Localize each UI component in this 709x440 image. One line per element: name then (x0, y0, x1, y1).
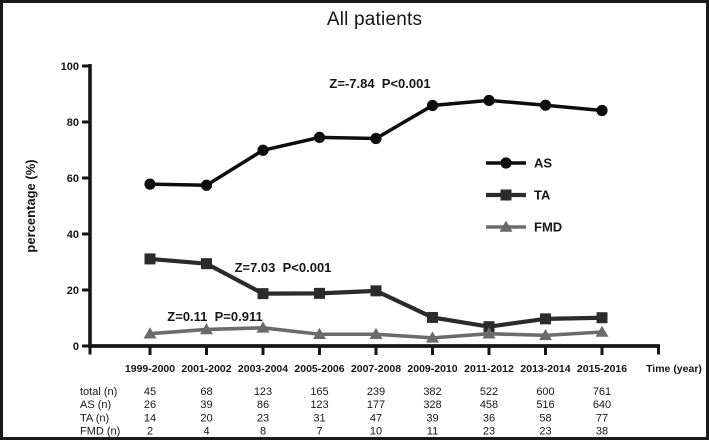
table-cell-0-4: 239 (367, 386, 385, 398)
table-row-label-1: AS (n) (80, 399, 111, 411)
legend-label-as: AS (534, 156, 552, 171)
legend-marker-fmd (499, 220, 513, 232)
table-cell-3-2: 8 (260, 426, 266, 438)
table-cell-2-6: 36 (483, 412, 495, 424)
table-cell-1-4: 177 (367, 399, 385, 411)
table-cell-1-6: 458 (480, 399, 498, 411)
data-point-as-2 (257, 144, 269, 156)
table-cell-3-5: 11 (427, 426, 438, 438)
data-point-as-7 (539, 99, 552, 111)
x-tick-label: 2013-2014 (520, 363, 570, 375)
annotation-1: Z=7.03 P<0.001 (235, 260, 332, 275)
table-cell-0-0: 45 (144, 386, 156, 398)
data-point-fmd-0 (143, 327, 157, 339)
annotation-2: Z=0.11 P=0.911 (167, 309, 262, 324)
chart-title: All patients (326, 9, 423, 30)
table-cell-3-7: 23 (539, 426, 551, 438)
table-cell-2-2: 23 (257, 412, 269, 424)
data-point-ta-5 (427, 311, 438, 323)
data-point-fmd-2 (256, 321, 270, 333)
x-tick-label: 2003-2004 (238, 363, 288, 375)
table-row-label-3: FMD (n) (80, 426, 120, 438)
table-cell-3-0: 2 (147, 426, 153, 438)
x-tick-label: 2011-2012 (464, 363, 514, 375)
legend-marker-ta (500, 189, 512, 201)
table-cell-3-6: 23 (483, 426, 495, 438)
data-point-as-1 (200, 179, 213, 191)
x-tick-label: 2009-2010 (407, 363, 457, 375)
x-tick-label: 2015-2016 (577, 363, 627, 375)
data-point-ta-8 (596, 312, 608, 324)
table-cell-1-7: 516 (536, 399, 554, 411)
table-cell-1-2: 86 (257, 399, 269, 411)
data-point-as-3 (313, 131, 326, 143)
table-cell-1-1: 39 (200, 399, 212, 411)
y-tick-label: 20 (67, 285, 79, 297)
y-tick-label: 60 (67, 173, 79, 185)
data-point-ta-4 (370, 285, 382, 297)
y-tick-label: 80 (67, 117, 79, 129)
x-tick-label: 2007-2008 (351, 363, 401, 375)
table-cell-2-7: 58 (539, 412, 551, 424)
x-tick-label: 1999-2000 (125, 363, 175, 375)
table-cell-0-2: 123 (254, 386, 272, 398)
legend-label-fmd: FMD (534, 220, 562, 235)
data-point-ta-7 (540, 313, 551, 325)
data-point-fmd-4 (369, 327, 383, 340)
table-cell-3-8: 38 (596, 426, 608, 438)
table-cell-0-5: 382 (423, 386, 441, 398)
data-point-ta-2 (257, 288, 269, 300)
data-point-fmd-8 (595, 325, 609, 337)
table-cell-2-0: 14 (144, 412, 156, 424)
y-tick-label: 40 (67, 229, 79, 241)
table-cell-2-5: 39 (426, 412, 438, 424)
table-cell-0-7: 600 (536, 386, 554, 398)
data-point-ta-6 (483, 321, 495, 333)
table-cell-1-0: 26 (144, 399, 156, 411)
table-row-label-2: TA (n) (80, 412, 109, 424)
table-cell-1-3: 123 (310, 399, 328, 411)
table-cell-2-3: 31 (313, 412, 325, 424)
legend-marker-as (500, 157, 512, 169)
table-cell-1-5: 328 (423, 399, 441, 411)
table-cell-2-1: 20 (200, 412, 212, 424)
table-cell-3-4: 10 (370, 426, 382, 438)
data-point-fmd-3 (313, 327, 326, 340)
table-cell-3-1: 4 (203, 426, 209, 438)
data-point-as-8 (596, 104, 608, 117)
data-point-fmd-7 (539, 328, 552, 341)
data-point-ta-1 (201, 258, 212, 270)
data-point-ta-0 (144, 253, 156, 265)
legend-label-ta: TA (534, 188, 551, 203)
table-cell-0-3: 165 (310, 386, 328, 398)
line-chart: 0 20 40 60 80 100 1999-2000 2001-2002 2003-2004 2… (23, 61, 702, 438)
table-cell-3-3: 7 (316, 426, 322, 438)
data-point-as-4 (370, 132, 382, 145)
table-cell-2-8: 77 (596, 412, 608, 424)
data-point-fmd-5 (426, 331, 439, 343)
annotation-0: Z=-7.84 P<0.001 (329, 76, 430, 91)
table-cell-1-8: 640 (593, 399, 611, 411)
table-row-label-0: total (n) (80, 386, 117, 398)
y-tick-label: 100 (61, 61, 79, 73)
x-tick-label: 2001-2002 (181, 363, 231, 375)
x-axis-title: Time (year) (646, 363, 702, 375)
data-point-as-6 (483, 94, 495, 107)
table-cell-2-4: 47 (370, 412, 382, 424)
data-point-as-0 (144, 178, 156, 190)
y-axis-title: percentage (%) (23, 159, 38, 252)
table-cell-0-8: 761 (593, 386, 611, 398)
data-point-as-5 (426, 99, 439, 112)
y-tick-label: 0 (73, 341, 79, 353)
x-tick-label: 2005-2006 (294, 363, 344, 375)
table-cell-0-6: 522 (480, 386, 498, 398)
data-point-ta-3 (314, 287, 325, 299)
table-cell-0-1: 68 (200, 386, 212, 398)
data-point-fmd-6 (482, 327, 496, 339)
data-point-fmd-1 (200, 323, 213, 335)
